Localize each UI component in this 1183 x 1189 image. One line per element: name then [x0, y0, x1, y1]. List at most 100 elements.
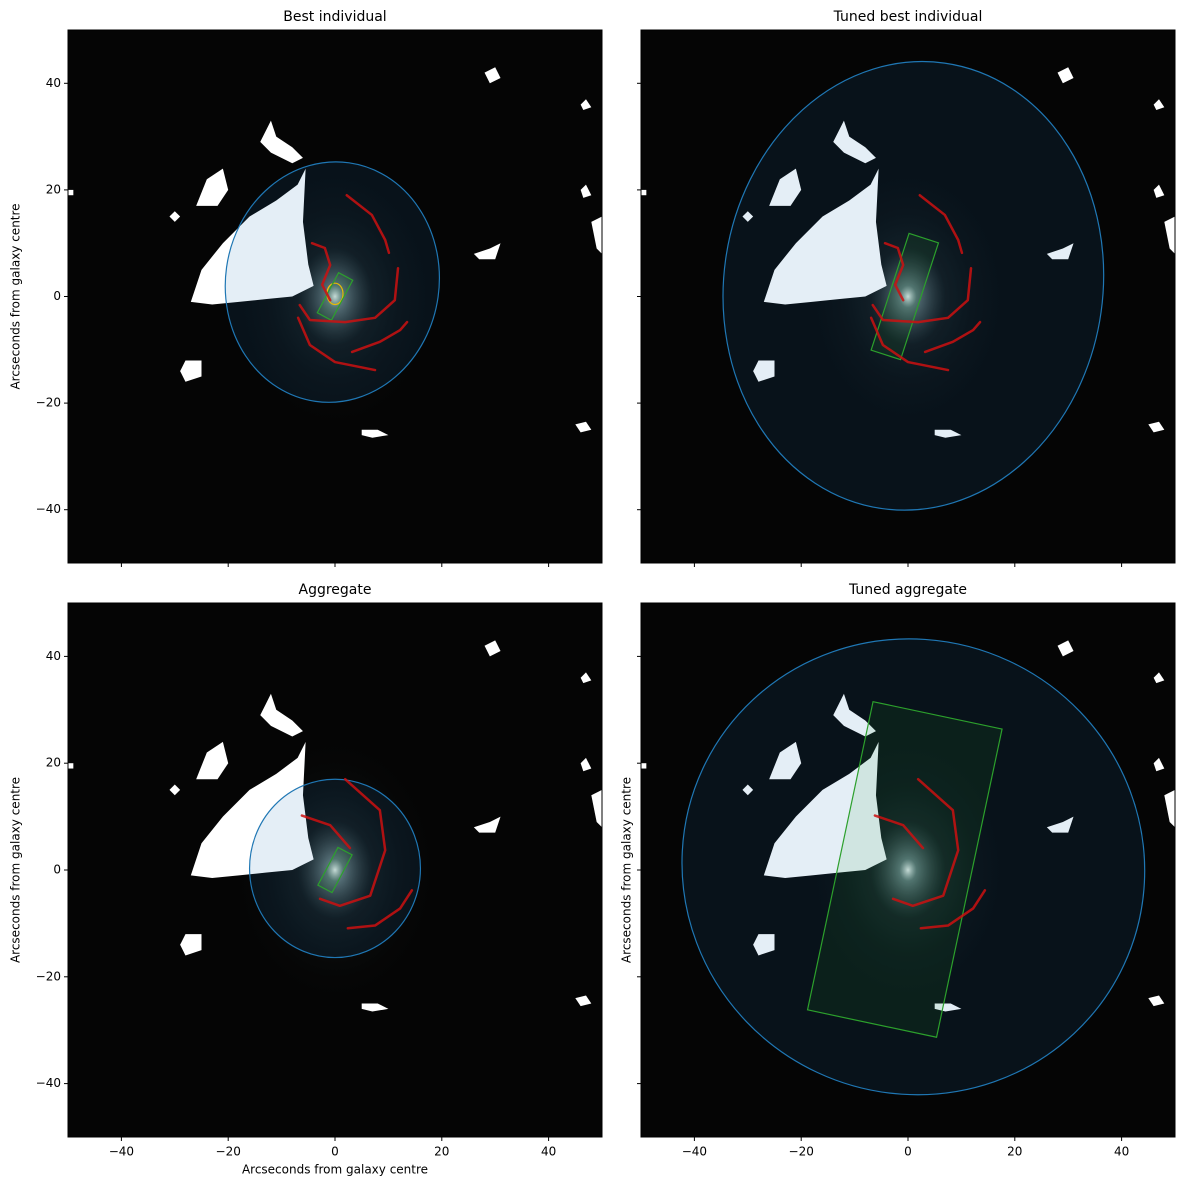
mask-region	[753, 934, 775, 956]
x-tick-label: 0	[331, 1145, 339, 1159]
spiral-arm	[318, 777, 387, 908]
mask-region	[196, 741, 229, 780]
mask-region	[641, 763, 647, 769]
spiral-arm	[923, 320, 982, 354]
mask-region	[934, 1003, 962, 1012]
mask-region	[763, 741, 887, 879]
y-tick-label: −20	[36, 969, 61, 983]
bar-component	[870, 232, 940, 361]
panel	[68, 603, 602, 1137]
panel-title: Best individual	[283, 9, 386, 25]
spiral-arm	[871, 267, 973, 324]
spiral-arm	[345, 193, 391, 255]
mask-region	[833, 120, 876, 164]
mask-region	[1046, 816, 1074, 833]
spiral-arm	[296, 316, 377, 372]
mask-region	[180, 934, 202, 956]
mask-region	[190, 741, 314, 879]
y-tick-label: 0	[53, 863, 61, 877]
mask-region	[580, 99, 592, 110]
mask-region	[1153, 672, 1165, 684]
spiral-arm	[891, 777, 960, 908]
mask-region	[190, 168, 314, 305]
spiral-arm	[869, 316, 950, 372]
spiral-arm	[300, 814, 352, 850]
mask-region	[361, 1003, 389, 1012]
mask-region	[1046, 243, 1074, 260]
y-tick-label: 20	[46, 756, 61, 770]
mask-region	[1148, 421, 1165, 433]
mask-region	[641, 189, 647, 196]
mask-region	[1164, 216, 1175, 254]
bar-component	[317, 846, 353, 894]
mask-region	[361, 429, 389, 438]
mask-region	[260, 693, 303, 737]
y-tick-label: 0	[53, 289, 61, 303]
spiral-arm	[310, 241, 332, 302]
panel-title: Aggregate	[299, 582, 372, 598]
mask-region	[484, 640, 501, 657]
bar-component	[806, 700, 1003, 1038]
x-tick-label: 20	[1007, 1145, 1022, 1159]
mask-region	[1153, 184, 1165, 198]
mask-region	[575, 995, 592, 1007]
panel	[68, 30, 602, 563]
mask-region	[580, 184, 592, 198]
disk	[248, 778, 422, 959]
x-tick-label: 0	[904, 1145, 912, 1159]
mask-region	[575, 421, 592, 433]
mask-region	[180, 360, 202, 382]
mask-region	[753, 360, 775, 382]
mask-region	[1148, 995, 1165, 1007]
panel	[641, 30, 1175, 563]
disk	[722, 60, 1105, 511]
mask-region	[591, 789, 602, 828]
spiral-arm	[873, 814, 925, 850]
y-tick-label: 40	[46, 76, 61, 90]
spiral-arm	[918, 193, 964, 255]
x-tick-label: 40	[541, 1145, 556, 1159]
mask-region	[580, 757, 592, 772]
x-tick-label: −20	[789, 1145, 814, 1159]
x-tick-label: 40	[1114, 1145, 1129, 1159]
mask-region	[591, 216, 602, 254]
x-tick-label: 20	[434, 1145, 449, 1159]
spiral-arm	[350, 320, 409, 354]
mask-region	[68, 189, 74, 196]
mask-region	[1153, 757, 1165, 772]
mask-region	[763, 168, 887, 305]
mask-region	[68, 763, 74, 769]
mask-region	[742, 784, 754, 796]
mask-region	[769, 741, 802, 780]
y-tick-label: −20	[36, 396, 61, 410]
x-tick-label: −40	[109, 1145, 134, 1159]
spiral-arm	[883, 241, 905, 302]
mask-region	[260, 120, 303, 164]
mask-region	[169, 211, 181, 222]
mask-region	[1057, 640, 1074, 657]
y-tick-label: −40	[36, 1076, 61, 1090]
mask-region	[769, 168, 802, 206]
mask-region	[833, 693, 876, 737]
mask-region	[1153, 99, 1165, 110]
x-tick-label: −20	[216, 1145, 241, 1159]
mask-region	[742, 211, 754, 222]
y-tick-label: −40	[36, 502, 61, 516]
x-axis-label: Arcseconds from galaxy centre	[242, 1163, 428, 1177]
spiral-arm	[919, 889, 987, 930]
y-axis-label: Arcseconds from galaxy centre	[620, 777, 634, 963]
disk	[224, 161, 441, 403]
mask-region	[1057, 67, 1074, 84]
mask-region	[1164, 789, 1175, 828]
panel	[641, 603, 1175, 1137]
spiral-arm	[298, 267, 400, 324]
spiral-arm	[346, 889, 414, 930]
mask-region	[473, 816, 501, 833]
y-tick-label: 40	[46, 649, 61, 663]
mask-region	[196, 168, 229, 206]
mask-region	[473, 243, 501, 260]
mask-region	[934, 429, 962, 438]
mask-region	[484, 67, 501, 84]
mask-region	[580, 672, 592, 684]
